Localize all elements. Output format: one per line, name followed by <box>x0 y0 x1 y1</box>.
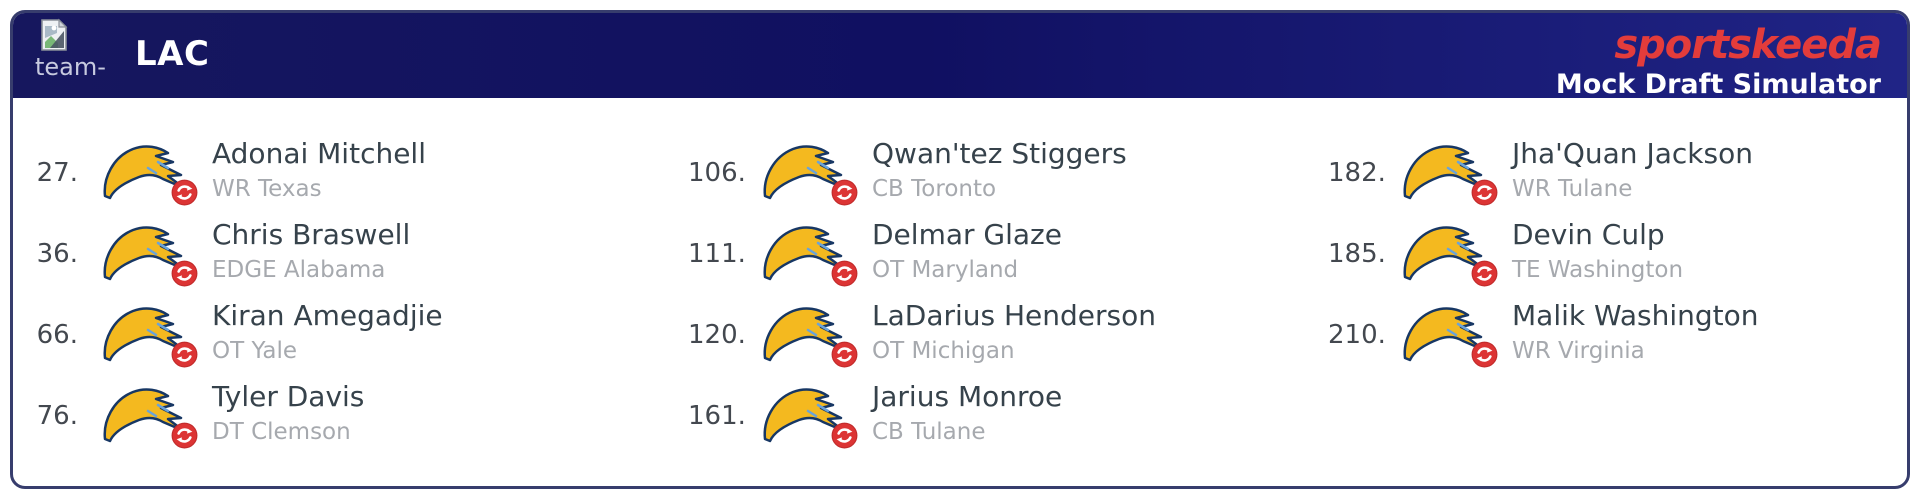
refresh-badge-icon[interactable] <box>1471 260 1498 287</box>
pick-info: Jha'Quan Jackson WR Tulane <box>1512 137 1753 203</box>
team-logo-placeholder: team- <box>35 18 113 80</box>
draft-pick-row: 185. Devin Culp TE Washington <box>1328 215 1907 296</box>
refresh-badge-icon[interactable] <box>171 179 198 206</box>
refresh-badge-icon[interactable] <box>831 260 858 287</box>
broken-image-icon <box>40 18 68 52</box>
chargers-bolt-icon <box>760 223 852 285</box>
pick-info: Adonai Mitchell WR Texas <box>212 137 426 203</box>
pick-info: Delmar Glaze OT Maryland <box>872 218 1062 284</box>
pick-info: Tyler Davis DT Clemson <box>212 380 365 446</box>
draft-pick-row: 210. Malik Washington WR Virginia <box>1328 296 1907 377</box>
player-position-school: WR Virginia <box>1512 338 1645 364</box>
refresh-badge-icon[interactable] <box>171 422 198 449</box>
chargers-bolt-icon <box>100 142 192 204</box>
refresh-badge-icon[interactable] <box>831 422 858 449</box>
player-name: Jarius Monroe <box>872 380 1063 413</box>
pick-info: Jarius Monroe CB Tulane <box>872 380 1063 446</box>
card-header: team- LAC sportskeeda Mock Draft Simulat… <box>13 13 1907 98</box>
team-draft-card: team- LAC sportskeeda Mock Draft Simulat… <box>10 10 1910 489</box>
sportskeeda-logo: sportskeeda <box>1614 22 1882 68</box>
pick-number: 185. <box>1328 239 1386 269</box>
pick-info: LaDarius Henderson OT Michigan <box>872 299 1157 365</box>
player-position-school: TE Washington <box>1512 257 1684 283</box>
draft-pick-row: 106. Qwan'tez Stiggers CB Toronto <box>688 134 1328 215</box>
player-name: Qwan'tez Stiggers <box>872 137 1127 170</box>
player-position-school: CB Tulane <box>872 419 986 445</box>
player-position-school: WR Tulane <box>1512 176 1633 202</box>
refresh-badge-icon[interactable] <box>171 260 198 287</box>
picks-column-3: 182. Jha'Quan Jackson WR Tulane 185. Dev… <box>1328 134 1907 458</box>
refresh-badge-icon[interactable] <box>1471 179 1498 206</box>
pick-info: Chris Braswell EDGE Alabama <box>212 218 411 284</box>
pick-number: 76. <box>36 401 78 431</box>
chargers-bolt-icon <box>100 223 192 285</box>
chargers-bolt-icon <box>760 304 852 366</box>
draft-pick-row: 111. Delmar Glaze OT Maryland <box>688 215 1328 296</box>
brand-subtitle: Mock Draft Simulator <box>1555 69 1881 100</box>
refresh-badge-icon[interactable] <box>1471 341 1498 368</box>
pick-number: 182. <box>1328 158 1386 188</box>
draft-pick-row: 120. LaDarius Henderson OT Michigan <box>688 296 1328 377</box>
pick-number: 27. <box>36 158 78 188</box>
player-position-school: OT Michigan <box>872 338 1015 364</box>
player-name: Kiran Amegadjie <box>212 299 443 332</box>
player-name: Malik Washington <box>1512 299 1759 332</box>
player-name: Delmar Glaze <box>872 218 1062 251</box>
chargers-bolt-icon <box>760 385 852 447</box>
chargers-bolt-icon <box>1400 223 1492 285</box>
chargers-bolt-icon <box>100 385 192 447</box>
draft-pick-row: 161. Jarius Monroe CB Tulane <box>688 377 1328 458</box>
pick-number: 210. <box>1328 320 1386 350</box>
chargers-bolt-icon <box>100 304 192 366</box>
pick-info: Kiran Amegadjie OT Yale <box>212 299 443 365</box>
chargers-bolt-icon <box>1400 142 1492 204</box>
refresh-badge-icon[interactable] <box>831 179 858 206</box>
draft-pick-row: 76. Tyler Davis DT Clemson <box>28 377 688 458</box>
chargers-bolt-icon <box>760 142 852 204</box>
pick-number: 161. <box>688 401 746 431</box>
player-position-school: OT Yale <box>212 338 297 364</box>
player-position-school: DT Clemson <box>212 419 351 445</box>
pick-number: 36. <box>36 239 78 269</box>
pick-number: 66. <box>36 320 78 350</box>
team-abbreviation: LAC <box>135 34 210 74</box>
draft-pick-row: 182. Jha'Quan Jackson WR Tulane <box>1328 134 1907 215</box>
picks-column-1: 27. Adonai Mitchell WR Texas 36. Chris B… <box>28 134 688 458</box>
pick-number: 106. <box>688 158 746 188</box>
player-position-school: CB Toronto <box>872 176 997 202</box>
picks-column-2: 106. Qwan'tez Stiggers CB Toronto 111. D… <box>688 134 1328 458</box>
refresh-badge-icon[interactable] <box>171 341 198 368</box>
pick-number: 120. <box>688 320 746 350</box>
pick-info: Malik Washington WR Virginia <box>1512 299 1759 365</box>
chargers-bolt-icon <box>1400 304 1492 366</box>
draft-pick-row: 66. Kiran Amegadjie OT Yale <box>28 296 688 377</box>
player-position-school: WR Texas <box>212 176 322 202</box>
pick-info: Qwan'tez Stiggers CB Toronto <box>872 137 1127 203</box>
picks-grid: 27. Adonai Mitchell WR Texas 36. Chris B… <box>13 98 1907 458</box>
player-name: Chris Braswell <box>212 218 411 251</box>
player-name: Tyler Davis <box>212 380 365 413</box>
player-name: Jha'Quan Jackson <box>1512 137 1753 170</box>
pick-info: Devin Culp TE Washington <box>1512 218 1684 284</box>
player-name: Adonai Mitchell <box>212 137 426 170</box>
pick-number: 111. <box>688 239 746 269</box>
brand-block: sportskeeda Mock Draft Simulator <box>1555 22 1882 100</box>
player-position-school: OT Maryland <box>872 257 1019 283</box>
player-position-school: EDGE Alabama <box>212 257 386 283</box>
team-logo-alt-text: team- <box>35 53 106 81</box>
player-name: Devin Culp <box>1512 218 1665 251</box>
draft-pick-row: 36. Chris Braswell EDGE Alabama <box>28 215 688 296</box>
player-name: LaDarius Henderson <box>872 299 1157 332</box>
draft-pick-row: 27. Adonai Mitchell WR Texas <box>28 134 688 215</box>
refresh-badge-icon[interactable] <box>831 341 858 368</box>
